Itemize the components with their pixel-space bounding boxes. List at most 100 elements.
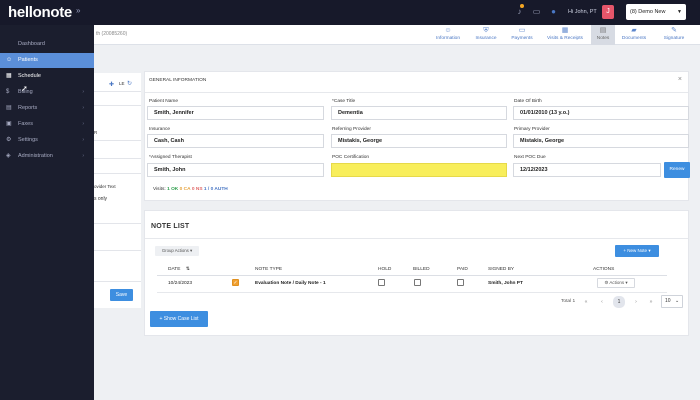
notes-icon: ▤ <box>599 27 607 34</box>
tab-notes[interactable]: ▤ Notes <box>591 25 615 45</box>
prev-page-icon[interactable]: ‹ <box>601 299 603 305</box>
case-title-label: *Case Title <box>332 99 356 104</box>
next-poc-due-field[interactable]: 12/12/2023 <box>513 163 661 177</box>
primary-provider-label: Primary Provider <box>514 127 550 132</box>
sidebar-item-label: Reports <box>18 105 38 111</box>
chevron-down-icon: ▾ <box>190 248 193 253</box>
row-actions-dropdown[interactable]: ⚙ Actions ▾ <box>597 278 635 288</box>
sidebar-item-faxes[interactable]: ▣ Faxes › <box>0 117 94 132</box>
column-header-note-type: NOTE TYPE <box>255 267 283 272</box>
section-title: GENERAL INFORMATION <box>149 78 207 83</box>
hellonote-logo[interactable]: hellonote <box>8 4 72 21</box>
new-note-label: + New Note <box>623 248 648 253</box>
assigned-therapist-field[interactable]: Smith, John <box>147 163 324 177</box>
sidebar-item-label: Settings <box>18 137 38 143</box>
first-page-icon[interactable]: « <box>584 299 588 305</box>
panel-snippet: R <box>94 130 98 135</box>
row-actions-label: Actions <box>609 280 625 285</box>
column-label: DATE <box>168 267 181 272</box>
panel-snippet: s only <box>94 196 108 202</box>
show-case-list-button[interactable]: + Show Case List <box>150 311 208 327</box>
status-dot-icon[interactable]: ● <box>551 7 556 16</box>
section-title: NOTE LIST <box>151 223 190 230</box>
clinic-select[interactable]: (8) Demo New ▼ <box>626 4 686 20</box>
tab-label: Notes <box>596 36 610 41</box>
divider <box>157 292 667 293</box>
next-page-icon[interactable]: › <box>635 299 637 305</box>
tab-label: Visits & Receipts <box>547 36 583 41</box>
sidebar-item-reports[interactable]: ▤ Reports › <box>0 101 94 116</box>
sidebar-item-label: Patients <box>18 57 38 63</box>
row-select-checkbox[interactable]: ✓ <box>232 279 239 286</box>
refresh-icon[interactable]: ↻ <box>127 81 133 87</box>
divider <box>94 140 141 141</box>
chevron-down-icon: ▼ <box>677 9 682 15</box>
sidebar-item-billing[interactable]: $ Billing › <box>0 85 94 100</box>
tab-information[interactable]: ☺ Information <box>430 25 466 45</box>
tab-signature[interactable]: ✎ Signature <box>656 25 692 45</box>
case-side-panel: ✚ LE ↻ R ovider Text s only Save <box>94 73 141 308</box>
tab-insurance[interactable]: ⛨ Insurance <box>468 25 504 45</box>
avatar[interactable]: J <box>602 5 614 19</box>
chart-icon: ▤ <box>6 105 12 111</box>
new-note-button[interactable]: + New Note ▾ <box>615 245 659 257</box>
panel-icon-text[interactable]: LE <box>119 81 125 86</box>
patient-name-field[interactable]: Smith, Jennifer <box>147 106 324 120</box>
sidebar-item-label: Schedule <box>18 73 41 79</box>
billed-checkbox[interactable] <box>414 279 421 286</box>
chevron-right-icon: › <box>82 121 84 127</box>
page-size-value: 10 <box>665 298 671 304</box>
primary-provider-field[interactable]: Mistakis, George <box>513 134 689 148</box>
renew-button[interactable]: Renew <box>664 162 690 178</box>
tab-documents[interactable]: ▰ Documents <box>616 25 652 45</box>
chat-icon[interactable]: ▭ <box>532 7 541 16</box>
sidebar-item-schedule[interactable]: ▦ Schedule <box>0 69 94 84</box>
sidebar-item-administration[interactable]: ◈ Administration › <box>0 149 94 164</box>
bell-icon[interactable]: ♪ <box>517 7 522 16</box>
paid-checkbox[interactable] <box>457 279 464 286</box>
add-user-icon[interactable]: ✚ <box>109 82 115 88</box>
divider <box>94 173 141 174</box>
collapse-icon[interactable]: × <box>677 76 682 83</box>
hold-checkbox[interactable] <box>378 279 385 286</box>
column-header-billed: BILLED <box>413 267 430 272</box>
note-type-link[interactable]: Evaluation Note / Daily Note - 1 <box>255 281 326 286</box>
shield-icon: ⛨ <box>483 27 489 34</box>
page-number[interactable]: 1 <box>613 296 625 308</box>
shield-icon: ◈ <box>6 153 11 159</box>
chevron-right-icon[interactable]: » <box>76 6 81 15</box>
last-page-icon[interactable]: » <box>649 299 653 305</box>
referring-provider-field[interactable]: Mistakis, George <box>331 134 507 148</box>
group-actions-dropdown[interactable]: Group Actions ▾ <box>155 246 199 256</box>
divider <box>145 238 688 239</box>
mouse-cursor-icon: ➚ <box>21 84 28 93</box>
visits-ns: 0 NS <box>191 187 203 192</box>
visits-prefix: Visits: <box>153 187 166 192</box>
case-title-field[interactable]: Dementia <box>331 106 507 120</box>
referring-provider-label: Referring Provider <box>332 127 371 132</box>
insurance-field[interactable]: Cash, Cash <box>147 134 324 148</box>
chevron-right-icon: › <box>82 89 84 95</box>
tab-visits-receipts[interactable]: ▦ Visits & Receipts <box>542 25 588 45</box>
poc-certification-label: POC Certification <box>332 155 370 160</box>
column-header-date[interactable]: DATE ⇅ <box>168 267 190 272</box>
divider <box>145 92 688 93</box>
sidebar-item-patients[interactable]: ☺ Patients <box>0 53 94 68</box>
tab-payments[interactable]: ▭ Payments <box>504 25 540 45</box>
dob-label: Date Of Birth <box>514 99 542 104</box>
pen-icon: ✎ <box>671 27 677 34</box>
sidebar-item-label: Billing <box>18 89 33 95</box>
visits-ok: 1 OK <box>167 187 179 192</box>
poc-certification-field[interactable] <box>331 163 507 177</box>
page-size-select[interactable]: 10 ⌄ <box>661 295 683 308</box>
save-button[interactable]: Save <box>110 289 133 301</box>
sidebar-item-label: Faxes <box>18 121 33 127</box>
tab-label: Documents <box>621 36 647 41</box>
sidebar-item-label: Dashboard <box>18 41 45 47</box>
sidebar-item-dashboard[interactable]: Dashboard <box>0 37 94 52</box>
calendar-icon: ▦ <box>6 73 12 79</box>
sidebar-item-settings[interactable]: ⚙ Settings › <box>0 133 94 148</box>
column-header-paid: PAID <box>457 267 468 272</box>
dob-field[interactable]: 01/01/2010 (13 y.o.) <box>513 106 689 120</box>
divider <box>94 281 141 282</box>
